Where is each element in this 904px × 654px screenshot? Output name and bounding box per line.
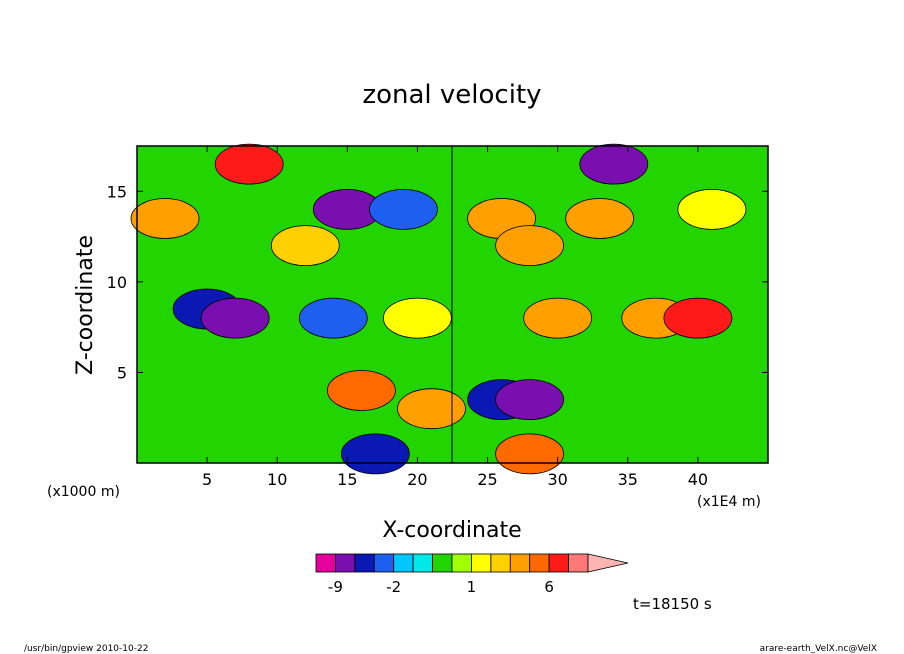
colorbar-segment <box>451 553 472 573</box>
colorbar-tick-label: 1 <box>467 578 477 596</box>
colorbar-extension <box>587 553 629 573</box>
y-tick-label: 10 <box>107 273 127 292</box>
x-tick-label: 5 <box>202 470 212 489</box>
colorbar-segment <box>334 553 356 573</box>
data-cell <box>677 188 747 230</box>
x-tick-label: 15 <box>337 470 357 489</box>
x-tick-label: 25 <box>477 470 497 489</box>
y-axis-ticks: 5 10 15 <box>107 182 768 382</box>
footer-right: arare-earth_VelX.nc@VelX <box>760 644 877 654</box>
y-tick-label: 15 <box>107 182 127 201</box>
footer-left: /usr/bin/gpview 2010-10-22 <box>24 644 148 654</box>
colorbar-tick-label: -2 <box>386 578 401 596</box>
data-cell <box>200 297 270 339</box>
data-cell <box>495 225 564 267</box>
data-cell <box>663 297 733 339</box>
colorbar-tick-label: 6 <box>544 578 554 596</box>
colorbar-segment <box>393 553 414 573</box>
data-cell <box>397 388 466 430</box>
colorbar-segment <box>548 553 569 573</box>
colorbar-segment <box>509 553 531 573</box>
x-tick-label: 40 <box>688 470 708 489</box>
colorbar-segment <box>470 553 492 573</box>
x-tick-label: 30 <box>547 470 567 489</box>
x-unit-label: (x1E4 m) <box>697 494 761 510</box>
data-cell <box>270 225 340 267</box>
colorbar-segment <box>568 553 589 573</box>
time-label: t=18150 s <box>633 595 712 613</box>
chart-title: zonal velocity <box>362 80 541 110</box>
colorbar-tick-label: -9 <box>328 578 343 596</box>
x-axis-label: X-coordinate <box>382 518 521 543</box>
data-cell <box>340 433 410 475</box>
colorbar-segment <box>315 553 336 573</box>
colorbar-segment <box>432 553 453 573</box>
data-cell <box>495 433 564 475</box>
x-tick-label: 10 <box>267 470 287 489</box>
plot-frame <box>136 145 769 464</box>
data-cell <box>298 297 368 339</box>
colorbar-segment <box>373 553 395 573</box>
data-cell <box>495 379 564 421</box>
data-cell <box>214 143 284 185</box>
colorbar-segment <box>490 553 511 573</box>
y-unit-label: (x1000 m) <box>47 484 120 500</box>
colorbar-segment <box>354 553 375 573</box>
x-axis-ticks: 5 10 15 20 25 30 35 40 <box>202 146 708 489</box>
data-cell <box>565 198 635 239</box>
y-tick-label: 5 <box>117 363 127 382</box>
colorbar: -9 -2 1 6 <box>315 553 629 596</box>
y-axis-label: Z-coordinate <box>73 235 98 375</box>
x-tick-label: 20 <box>407 470 427 489</box>
data-cell <box>523 297 593 339</box>
data-cell <box>579 143 649 185</box>
colorbar-segment <box>412 553 433 573</box>
data-cell <box>382 297 452 339</box>
data-cell <box>130 198 200 239</box>
plot-area <box>130 143 769 475</box>
x-tick-label: 35 <box>618 470 638 489</box>
data-cell <box>368 188 438 230</box>
colorbar-segment <box>529 553 550 573</box>
data-cell <box>326 370 396 411</box>
